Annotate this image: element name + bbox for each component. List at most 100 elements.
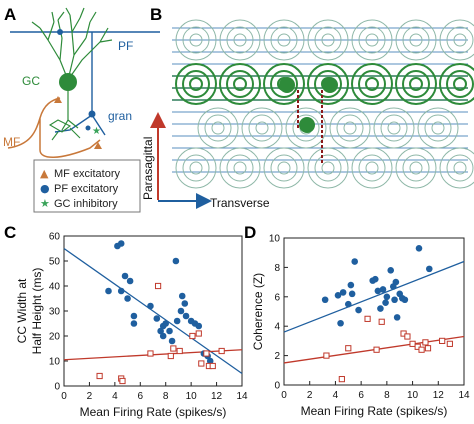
y-tick-label: 40	[49, 282, 61, 293]
ring	[285, 107, 327, 149]
data-point	[203, 350, 210, 357]
data-point	[130, 312, 138, 320]
ring	[292, 114, 320, 142]
legend-entries: ▲ MF excitatory ● PF excitatory ★ GC inhibito…	[40, 167, 121, 210]
panel-a-label: A	[4, 5, 16, 24]
fit-line	[63, 247, 243, 375]
y-tick-label: 2	[274, 351, 280, 362]
legend-symbol: ●	[40, 182, 50, 195]
data-point	[378, 318, 385, 325]
panel-d-label: D	[244, 223, 256, 242]
ring	[307, 147, 349, 189]
data-point	[351, 258, 359, 265]
ring	[182, 154, 210, 182]
y-tick-label: 60	[49, 232, 61, 243]
ring	[175, 63, 217, 105]
ring	[189, 77, 203, 91]
data-point	[105, 287, 112, 295]
legend-text: PF excitatory	[54, 183, 119, 195]
transverse-label: Transverse	[210, 196, 270, 210]
ring	[358, 26, 386, 54]
ring	[439, 147, 474, 189]
ring	[365, 33, 379, 47]
data-point	[424, 345, 432, 352]
ring	[453, 33, 467, 47]
golgi-cell-3	[299, 117, 315, 133]
data-point	[167, 352, 174, 360]
ring	[365, 161, 379, 175]
data-point	[345, 345, 352, 352]
ring	[263, 63, 305, 105]
ring	[387, 121, 401, 135]
y-tick-label: 0	[54, 382, 60, 393]
ring	[263, 19, 305, 61]
data-point	[404, 333, 411, 340]
ring	[241, 107, 283, 149]
data-point	[168, 337, 176, 345]
ring	[395, 19, 437, 61]
ring	[270, 70, 298, 98]
data-point	[382, 299, 389, 306]
ring	[175, 147, 217, 189]
data-point	[374, 287, 382, 295]
data-point	[334, 292, 342, 299]
parasagittal-label: Parasagittal	[141, 137, 155, 200]
ring	[277, 161, 291, 175]
ring	[424, 114, 452, 142]
ring	[219, 19, 261, 61]
ring	[307, 63, 349, 105]
data-point	[181, 300, 189, 307]
data-point	[371, 275, 379, 283]
ring	[417, 107, 459, 149]
data-point	[182, 312, 190, 320]
legend-symbol: ▲	[40, 167, 49, 180]
data-point	[117, 240, 125, 247]
ring	[409, 77, 423, 91]
data-point	[339, 289, 347, 296]
panel-c-label: C	[4, 223, 16, 242]
granule-soma	[88, 110, 96, 118]
ring	[189, 33, 203, 47]
panel-d: D 0 2 4 6 8 10 12 14 0 2 4 6 8 10 Mean Firing Rate (sp…	[244, 223, 470, 418]
panel-a: A PF GC gran MF ★ ▲ MF e	[3, 5, 160, 213]
ring	[182, 26, 210, 54]
y-axis-label: Coherence (Z)	[251, 273, 265, 350]
data-point	[124, 295, 131, 302]
data-point	[195, 330, 202, 337]
mf-label: MF	[3, 135, 20, 149]
panel-b-label: B	[150, 5, 162, 24]
golgi-cell-1	[279, 77, 295, 93]
data-point	[147, 350, 154, 357]
data-point	[126, 277, 134, 285]
ring	[226, 26, 254, 54]
x-tick-label: 12	[211, 391, 223, 402]
golgi-soma	[59, 73, 77, 91]
data-point	[153, 315, 161, 322]
data-point	[439, 337, 446, 344]
ring	[409, 33, 423, 47]
ring	[358, 154, 386, 182]
x-tick-label: 4	[333, 390, 339, 401]
data-point	[209, 362, 216, 370]
ring	[402, 70, 430, 98]
data-point	[170, 345, 177, 352]
data-point	[409, 340, 416, 347]
ring	[219, 63, 261, 105]
data-point	[337, 319, 344, 327]
ring	[226, 154, 254, 182]
data-point	[344, 300, 352, 308]
ring	[358, 70, 386, 98]
data-point	[387, 267, 395, 274]
ring	[182, 70, 210, 98]
mossy-fiber	[7, 97, 101, 158]
data-point	[157, 327, 164, 335]
ring	[453, 77, 467, 91]
data-point	[178, 292, 186, 300]
pf-synapse-marker-2	[85, 125, 91, 131]
x-axis-label: Mean Firing Rate (spikes/s)	[80, 405, 227, 419]
ring	[446, 154, 474, 182]
ring	[204, 114, 232, 142]
ring	[248, 114, 276, 142]
ring	[402, 26, 430, 54]
mf-synapse-marker-2	[94, 142, 102, 149]
